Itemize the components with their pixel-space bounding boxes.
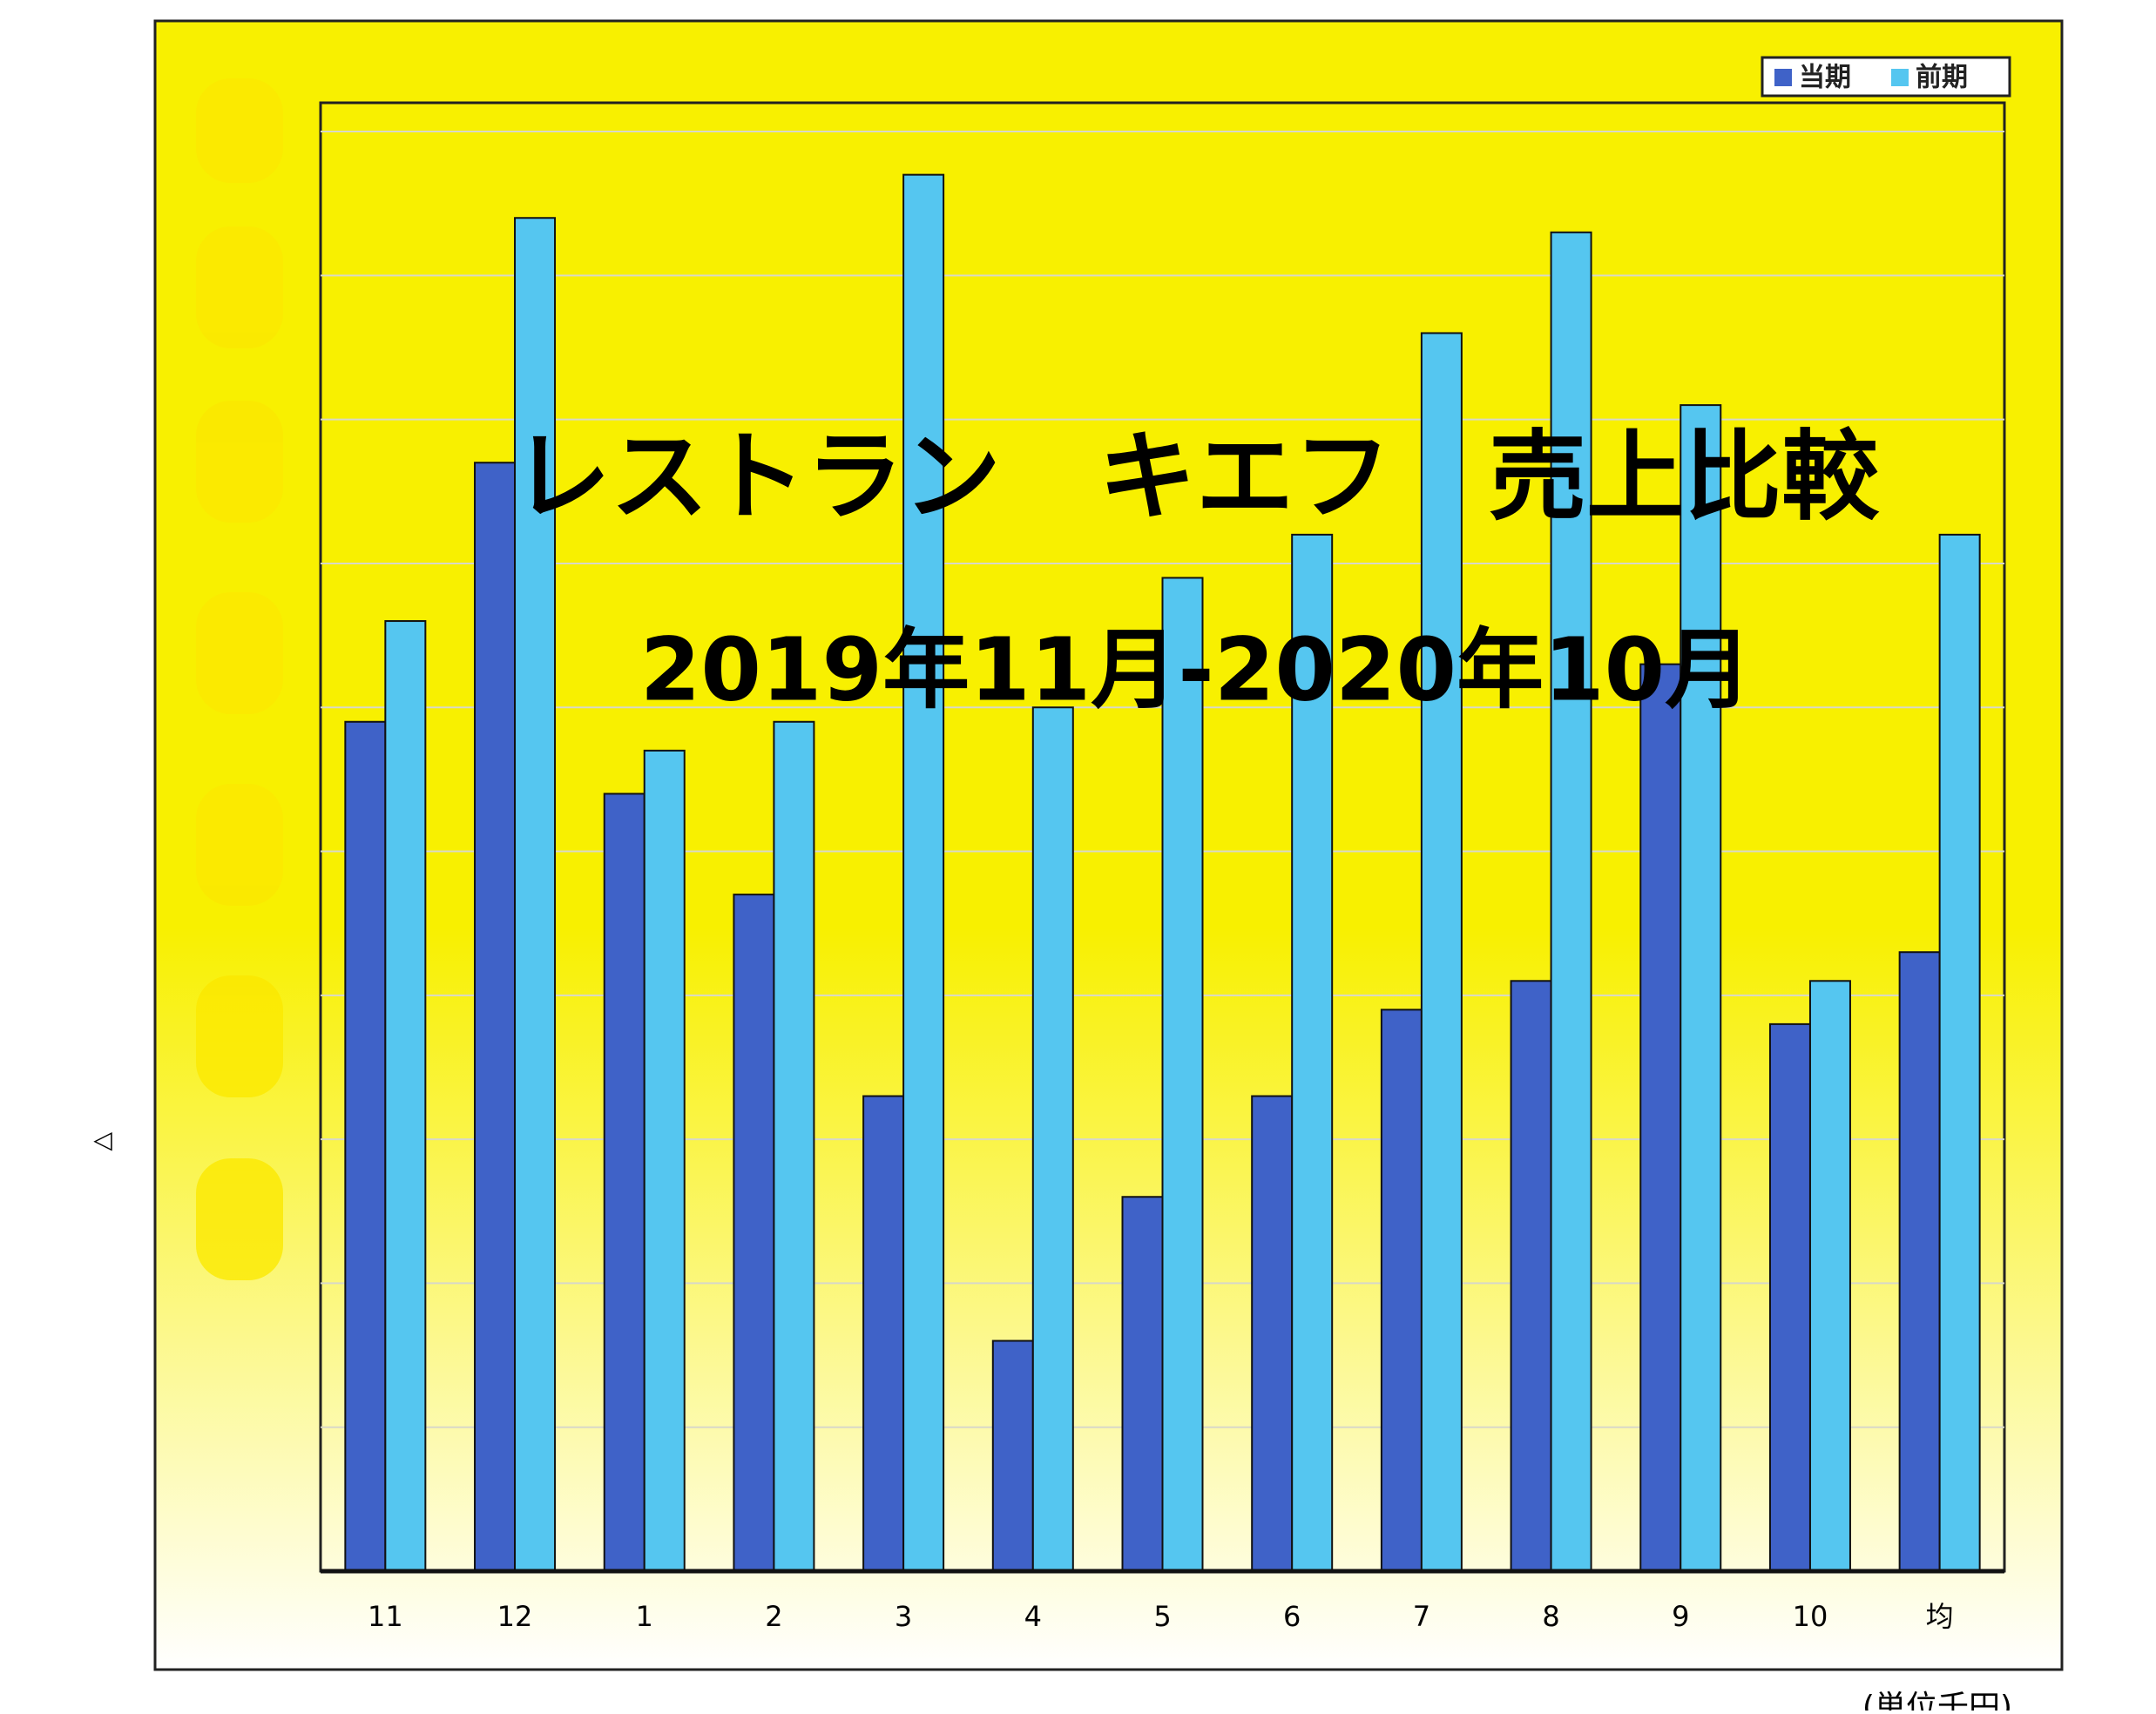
bar [1898, 951, 1941, 1573]
bar [1031, 706, 1074, 1572]
bar [1510, 980, 1552, 1572]
x-tick-label: 3 [895, 1600, 912, 1633]
x-tick-label: 1 [636, 1600, 653, 1633]
bar [1121, 1196, 1164, 1573]
bar [474, 462, 517, 1572]
bar [1938, 533, 1981, 1572]
legend-label: 当期 [1799, 63, 1851, 93]
legend-swatch [1891, 69, 1909, 86]
bar [384, 620, 427, 1572]
bar [1420, 332, 1463, 1572]
x-tick-label: 12 [497, 1600, 533, 1633]
bar [1639, 663, 1682, 1572]
decoration [196, 78, 283, 1280]
bar [643, 749, 686, 1572]
bar [1291, 533, 1334, 1572]
bar [1680, 404, 1722, 1572]
legend-swatch [1774, 69, 1792, 86]
bar [902, 173, 945, 1572]
legend-box [1761, 56, 2011, 98]
bar [1808, 980, 1851, 1572]
x-tick-label: 7 [1413, 1600, 1430, 1633]
x-tick-label: 9 [1672, 1600, 1689, 1633]
bar [733, 894, 775, 1572]
bar [1161, 577, 1204, 1572]
bar [514, 217, 557, 1572]
x-tick-label: 10 [1793, 1600, 1828, 1633]
bar [603, 793, 645, 1572]
bar [773, 720, 815, 1572]
x-tick-label: 2 [765, 1600, 782, 1633]
x-tick-label: 均 [1926, 1600, 1954, 1633]
mark-symbol: ◁ [93, 1125, 112, 1154]
legend-label: 前期 [1916, 63, 1968, 93]
chart-title: レストラン キエフ 売上比較 [513, 421, 1880, 534]
bar [862, 1095, 905, 1572]
bar [1251, 1095, 1294, 1572]
bar [344, 720, 387, 1572]
x-tick-label: 5 [1153, 1600, 1171, 1633]
x-tick-label: 8 [1542, 1600, 1559, 1633]
chart-frame [153, 19, 2064, 1671]
x-tick-label: 6 [1283, 1600, 1301, 1633]
x-tick-label: 11 [368, 1600, 403, 1633]
bar [1380, 1009, 1423, 1572]
bar [1768, 1022, 1811, 1572]
chart-subtitle: 2019年11月-2020年10月 [640, 618, 1752, 720]
bar [991, 1339, 1034, 1572]
unit-note: (単位千円) [1862, 1690, 2012, 1711]
x-tick-label: 4 [1024, 1600, 1042, 1633]
